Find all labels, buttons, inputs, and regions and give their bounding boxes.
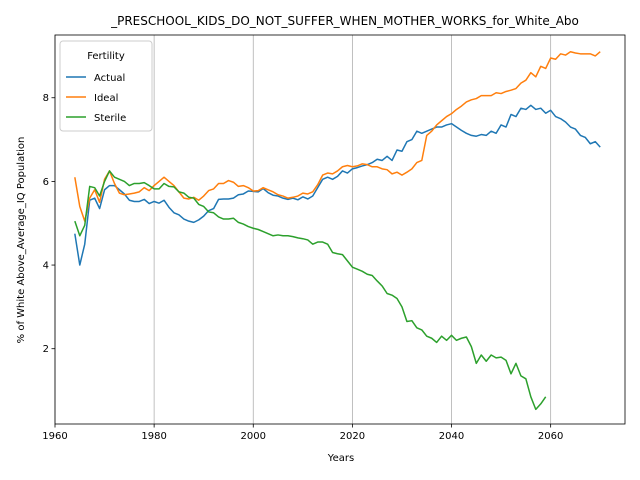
x-axis-label: Years: [327, 453, 354, 464]
x-tick-label: 1960: [42, 431, 67, 442]
legend-label-actual: Actual: [94, 73, 125, 84]
legend-label-sterile: Sterile: [94, 113, 126, 124]
legend-label-ideal: Ideal: [94, 93, 118, 104]
y-tick-label: 4: [43, 261, 49, 272]
legend-items: Actual Ideal Sterile: [66, 73, 126, 124]
y-tick-label: 2: [43, 344, 49, 355]
series-line-sterile: [74, 170, 547, 411]
series-lines: [74, 50, 601, 411]
chart-title: _PRESCHOOL_KIDS_DO_NOT_SUFFER_WHEN_MOTHE…: [110, 14, 579, 28]
plot-area-frame: [54, 34, 626, 425]
series-line-actual: [74, 104, 601, 266]
x-axis-ticks: 1960 1980 2000 2020 2040 2060: [42, 424, 563, 442]
y-axis-label: % of White Above_Average_IQ Population: [16, 137, 27, 344]
series-line-ideal: [74, 50, 601, 222]
y-tick-label: 6: [43, 177, 49, 188]
legend-title: Fertility: [87, 51, 125, 62]
legend-box: [59, 40, 153, 132]
x-tick-label: 2060: [538, 431, 563, 442]
x-tick-label: 2020: [340, 431, 365, 442]
legend: Fertility Actual Ideal Sterile: [59, 40, 153, 132]
x-tick-label: 1980: [141, 431, 166, 442]
x-tick-label: 2000: [241, 431, 266, 442]
y-tick-label: 8: [43, 93, 49, 104]
x-tick-label: 2040: [439, 431, 464, 442]
y-axis-ticks: 2 4 6 8: [43, 93, 55, 355]
